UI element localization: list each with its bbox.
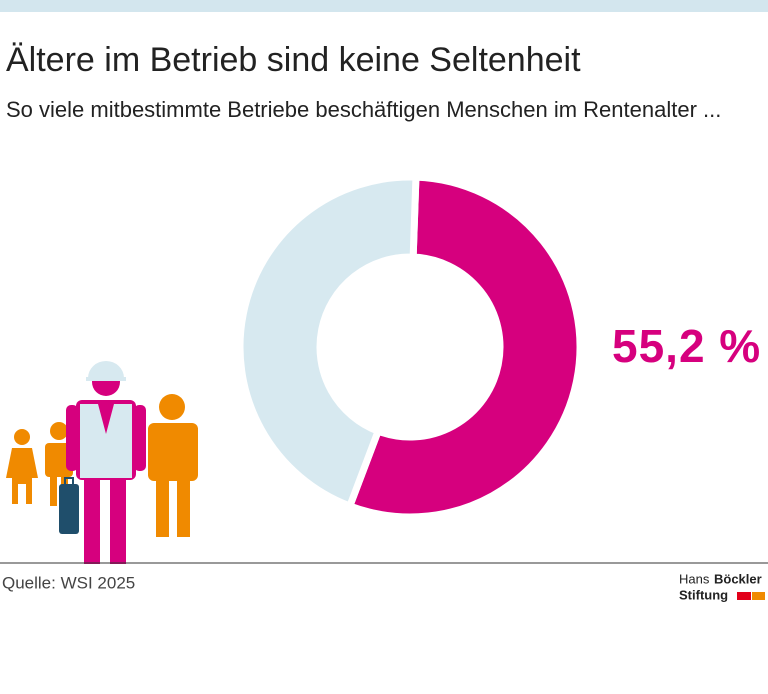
value-label: 55,2 % (612, 320, 761, 372)
chart-title: Ältere im Betrieb sind keine Seltenheit (6, 41, 581, 79)
logo: Hans Böckler Stiftung (679, 571, 765, 602)
people-illustration (6, 361, 198, 564)
chart-subtitle: So viele mitbestimmte Betriebe beschäfti… (6, 97, 721, 122)
source: Quelle: WSI 2025 (2, 573, 135, 592)
logo-text: Hans (679, 571, 710, 586)
logo-text: Böckler (714, 571, 762, 586)
logo-text: Stiftung (679, 587, 728, 602)
donut-slice (236, 173, 420, 511)
donut-slice (345, 173, 584, 521)
top-band (0, 0, 768, 12)
